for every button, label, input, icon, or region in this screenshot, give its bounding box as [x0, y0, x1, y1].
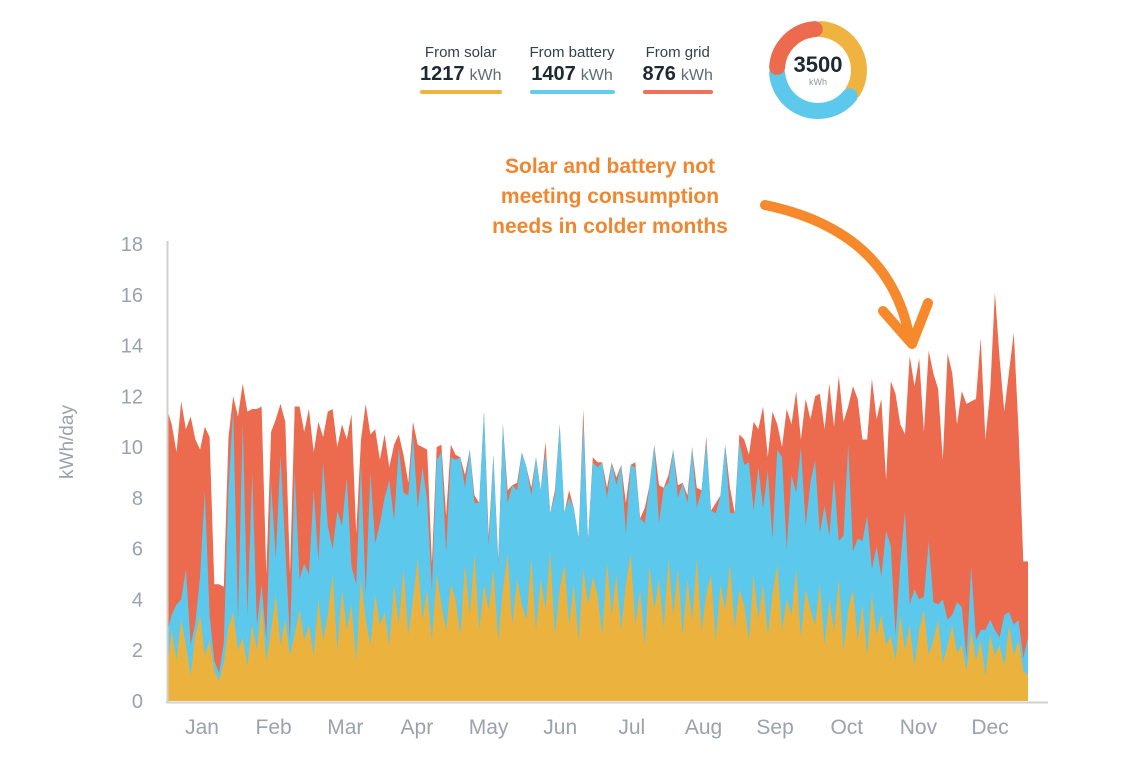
y-tick-label: 8 — [132, 488, 143, 510]
y-tick-label: 2 — [132, 640, 143, 662]
legend-item-grid: From grid 876 kWh — [642, 44, 713, 94]
legend-value: 876 — [642, 63, 676, 85]
y-tick-label: 10 — [121, 437, 143, 459]
area-series-solar — [167, 551, 1028, 701]
donut-total-unit: kWh — [809, 76, 827, 87]
legend-color-bar-battery — [529, 90, 615, 94]
x-tick-label-dec: Dec — [971, 716, 1008, 739]
x-tick-label-aug: Aug — [685, 716, 722, 739]
legend-value-row: 1407 kWh — [531, 63, 613, 90]
x-tick-label-sep: Sep — [756, 716, 793, 739]
donut-segment-from-solar — [813, 21, 867, 99]
annotation-text: Solar and battery not meeting consumptio… — [450, 152, 770, 242]
x-tick-label-jul: Jul — [618, 716, 645, 739]
legend-label: From solar — [424, 44, 497, 61]
legend-color-bar-solar — [420, 90, 502, 94]
legend-value: 1217 — [420, 63, 465, 85]
x-tick-label-jan: Jan — [185, 716, 219, 739]
legend-unit: kWh — [580, 67, 613, 84]
x-tick-label-apr: Apr — [401, 716, 434, 739]
legend-unit: kWh — [469, 67, 502, 84]
donut-segment-from-grid — [769, 21, 823, 75]
x-tick-label-mar: Mar — [327, 716, 363, 739]
legend-value-row: 1217 kWh — [420, 63, 502, 90]
annotation-line: meeting consumption — [500, 185, 720, 208]
annotation-line: Solar and battery not — [504, 155, 716, 178]
legend-value-row: 876 kWh — [643, 63, 713, 90]
annotation-line: needs in colder months — [492, 215, 728, 238]
x-tick-label-jun: Jun — [543, 716, 577, 739]
y-tick-label: 4 — [132, 589, 143, 611]
donut-chart-total-consumption: 3500 kWh — [764, 16, 872, 124]
x-tick-label-feb: Feb — [256, 716, 292, 739]
y-tick-label: 18 — [121, 234, 143, 256]
legend-value: 1407 — [531, 63, 576, 85]
legend-label: From battery — [529, 44, 615, 61]
chart-legend: From solar 1217 kWh From battery 1407 kW… — [420, 44, 713, 94]
donut-center: 3500 kWh — [764, 16, 872, 124]
legend-label: From grid — [645, 44, 710, 61]
legend-color-bar-grid — [642, 90, 713, 94]
y-axis-label: kWh/day — [57, 405, 78, 479]
donut-rings — [769, 21, 867, 119]
y-tick-label: 16 — [121, 285, 143, 307]
legend-item-battery: From battery 1407 kWh — [529, 44, 615, 94]
donut-total-value: 3500 — [793, 51, 843, 77]
x-tick-label-may: May — [469, 716, 509, 739]
donut-segment-from-battery — [769, 65, 858, 119]
x-tick-label-nov: Nov — [900, 716, 938, 739]
x-tick-label-oct: Oct — [830, 716, 863, 739]
annotation-arrow-icon — [760, 200, 933, 349]
y-tick-label: 14 — [121, 336, 143, 358]
legend-unit: kWh — [680, 67, 713, 84]
legend-item-solar: From solar 1217 kWh — [420, 44, 502, 94]
y-tick-label: 12 — [121, 386, 143, 408]
y-tick-label: 0 — [132, 691, 143, 713]
y-tick-label: 6 — [132, 539, 143, 561]
